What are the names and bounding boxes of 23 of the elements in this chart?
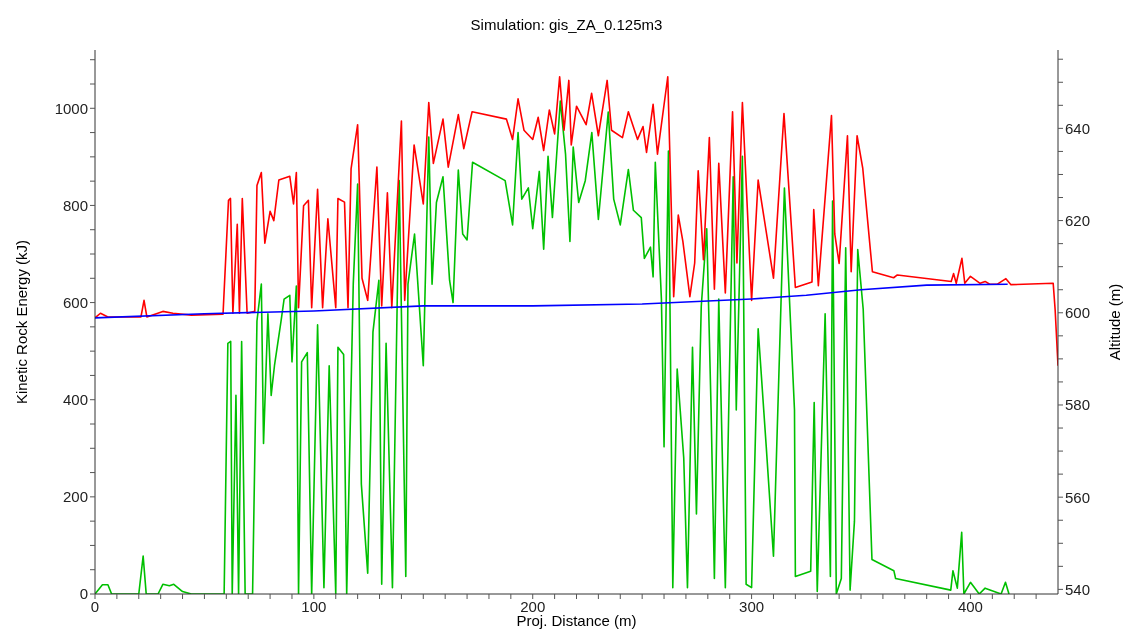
- y-tick-label: 200: [62, 488, 88, 506]
- y2-tick-label: 620: [1065, 211, 1091, 229]
- y-tick-label: 400: [62, 391, 88, 409]
- y2-tick-label: 540: [1065, 580, 1091, 598]
- y2-tick-label: 640: [1065, 119, 1091, 137]
- x-tick-label: 400: [957, 597, 983, 615]
- x-tick-label: 0: [90, 597, 100, 615]
- y-axis-title: Kinetic Rock Energy (kJ): [12, 239, 30, 405]
- y-tick-label: 800: [62, 196, 88, 214]
- y-tick-label: 0: [79, 585, 88, 603]
- y2-tick-label: 600: [1065, 304, 1091, 322]
- line-series: [95, 283, 1009, 319]
- y2-tick-label: 580: [1065, 396, 1091, 414]
- y2-axis-title: Altitude (m): [1105, 283, 1123, 361]
- x-axis-title: Proj. Distance (m): [516, 612, 637, 629]
- x-tick-label: 200: [520, 597, 546, 615]
- x-tick-label: 100: [301, 597, 327, 615]
- line-series: [95, 100, 1010, 594]
- chart-title: Simulation: gis_ZA_0.125m3: [469, 16, 664, 33]
- x-tick-label: 300: [739, 597, 765, 615]
- y2-tick-label: 560: [1065, 488, 1091, 506]
- y-tick-label: 600: [62, 293, 88, 311]
- y-tick-label: 1000: [54, 99, 88, 117]
